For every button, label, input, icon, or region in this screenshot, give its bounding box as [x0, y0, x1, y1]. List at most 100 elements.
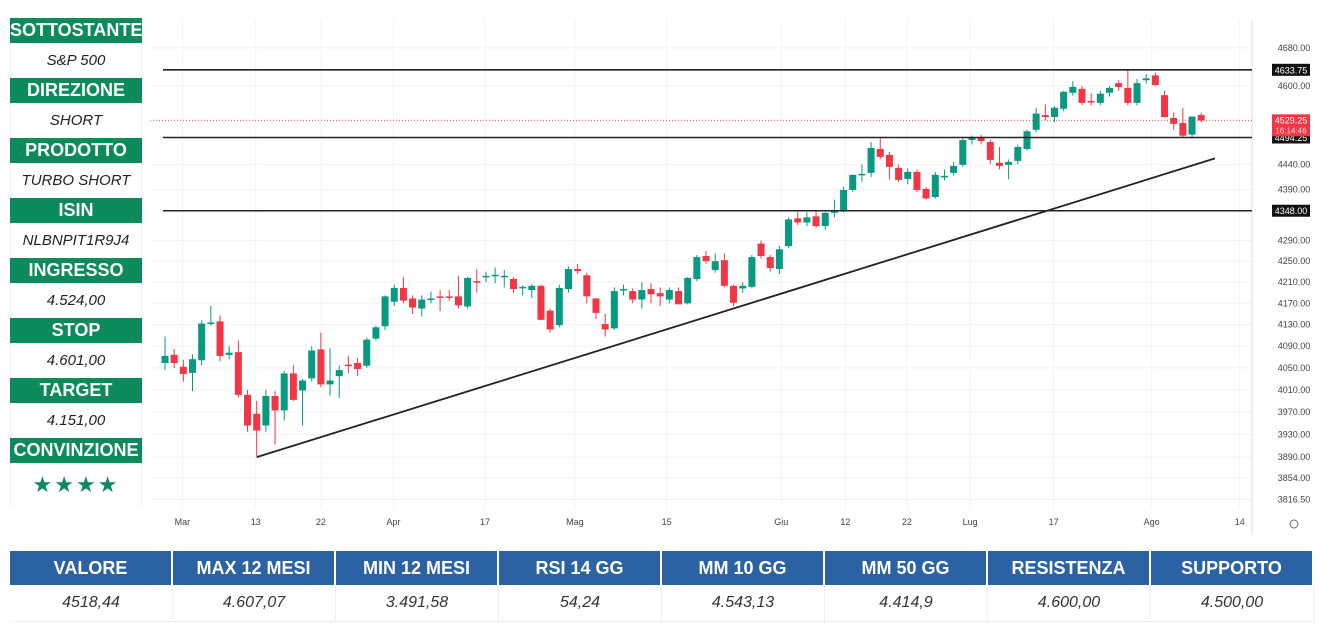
candle-down [885, 151, 893, 180]
candle-down [720, 253, 728, 288]
candle-body [363, 339, 371, 366]
candle-body [1197, 115, 1205, 121]
candle-down [995, 146, 1003, 170]
panel-label: SOTTOSTANTE [10, 18, 142, 43]
candle-up [785, 217, 793, 249]
candle-up [1023, 129, 1031, 151]
candle-up [528, 284, 536, 298]
stats-header: RESISTENZA [988, 551, 1151, 585]
candle-body [1170, 117, 1178, 124]
candle-body [895, 167, 903, 180]
candle-body [564, 269, 572, 289]
y-tick-label: 3970.00 [1278, 407, 1311, 417]
candle-down [812, 210, 820, 228]
candle-body [491, 274, 499, 277]
panel-value: 4.524,00 [10, 283, 142, 318]
candle-up [693, 254, 701, 282]
candle-body [500, 275, 508, 278]
candle-up [959, 137, 967, 167]
candle-down [179, 359, 187, 382]
candle-body [289, 373, 297, 400]
candle-body [1078, 88, 1086, 103]
candle-up [363, 337, 371, 368]
level-label: 4494.25 [1275, 133, 1308, 143]
candle-body [170, 354, 178, 364]
candle-down [399, 276, 407, 304]
candle-body [1124, 87, 1132, 103]
candle-up [950, 161, 958, 176]
candle-body [198, 323, 206, 361]
candle-body [280, 373, 288, 411]
candle-down [216, 315, 224, 362]
candle-up [620, 284, 627, 296]
stats-header: RSI 14 GG [499, 551, 662, 585]
candle-body [225, 352, 233, 355]
y-tick-label: 4170.00 [1278, 298, 1311, 308]
candle-down [583, 272, 591, 304]
candle-down [537, 284, 545, 321]
candle-down [913, 169, 921, 192]
candle-body [418, 299, 426, 309]
candle-body [482, 275, 490, 278]
candle-body [244, 394, 252, 426]
candle-down [1179, 107, 1187, 138]
candle-body [1188, 116, 1196, 135]
candle-up [372, 325, 380, 341]
candle-body [950, 165, 958, 173]
candle-up [840, 186, 848, 213]
candle-up [482, 271, 490, 283]
candle-down [436, 290, 444, 312]
candle-body [656, 293, 664, 297]
candle-body [803, 217, 811, 223]
candle-down [647, 283, 655, 304]
candle-down [1197, 112, 1205, 123]
candle-body [1096, 93, 1104, 103]
stats-table: VALORE MAX 12 MESI MIN 12 MESI RSI 14 GG MM … [10, 551, 1314, 622]
candle-body [858, 173, 866, 176]
candle-up [1133, 78, 1141, 106]
y-tick-label: 4290.00 [1278, 235, 1311, 245]
candle-body [629, 291, 637, 300]
candle-body [234, 352, 242, 395]
candle-body [592, 298, 600, 313]
candle-down [629, 288, 637, 304]
candle-body [840, 189, 848, 211]
candle-up [665, 287, 673, 304]
candle-up [739, 282, 747, 293]
candle-up [684, 276, 692, 305]
candle-up [1032, 107, 1040, 133]
candle-body [748, 257, 756, 287]
y-tick-label: 4090.00 [1278, 341, 1311, 351]
candle-down [546, 308, 554, 333]
candle-up [308, 346, 316, 382]
candle-down [730, 284, 738, 306]
candle-body [1151, 75, 1159, 86]
y-tick-label: 4210.00 [1278, 277, 1311, 287]
candle-up [161, 336, 169, 371]
candle-body [409, 298, 417, 308]
candle-down [794, 212, 802, 226]
candle-body [207, 322, 215, 324]
candle-body [317, 349, 325, 385]
candle-body [739, 285, 747, 289]
candle-up [335, 365, 343, 399]
panel-value: S&P 500 [10, 43, 142, 78]
conviction-stars: ★★★★ [10, 463, 142, 507]
candle-body [785, 219, 793, 247]
y-tick-label: 4680.00 [1278, 43, 1311, 53]
panel-value: 4.151,00 [10, 403, 142, 438]
candle-up [198, 320, 206, 366]
candle-body [959, 140, 967, 165]
x-tick-label: 17 [1049, 517, 1059, 527]
candle-up [491, 267, 499, 284]
x-tick-label: 17 [480, 517, 490, 527]
candle-up [1069, 81, 1077, 96]
panel-value: SHORT [10, 103, 142, 138]
candle-up [610, 287, 618, 330]
x-tick-label: 14 [1235, 517, 1245, 527]
candle-body [546, 310, 554, 330]
candle-up [830, 199, 838, 218]
candle-body [986, 142, 994, 160]
panel-value: 4.601,00 [10, 343, 142, 378]
candle-body [849, 174, 857, 190]
